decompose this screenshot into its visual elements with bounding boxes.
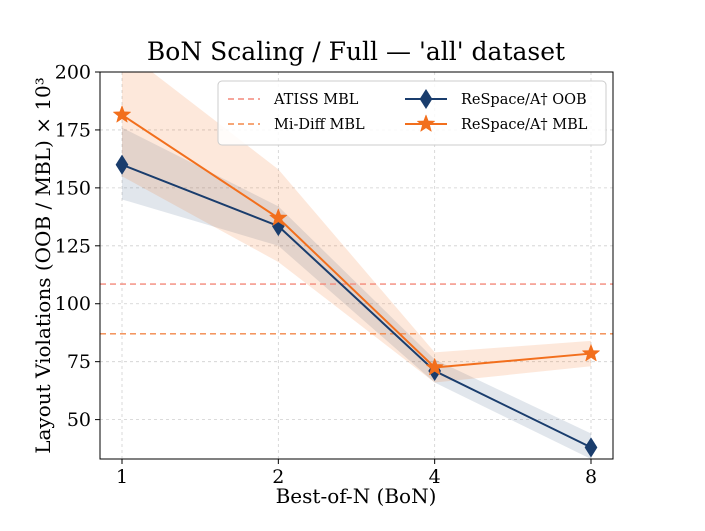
chart-title: BoN Scaling / Full — 'all' dataset — [147, 37, 565, 66]
data-point-mbl — [269, 208, 288, 226]
legend-label: Mi-Diff MBL — [274, 117, 365, 133]
confidence-band-mbl — [122, 72, 591, 383]
y-tick-label: 150 — [55, 177, 91, 199]
x-tick-label: 1 — [116, 466, 128, 488]
series-markers — [113, 105, 600, 458]
y-tick-label: 75 — [67, 351, 91, 373]
data-point-oob — [115, 154, 129, 175]
y-axis-label: Layout Violations (OOB / MBL) × 10³ — [31, 77, 55, 454]
series-lines — [121, 114, 592, 449]
plot-frame — [99, 71, 614, 460]
legend-label: ReSpace/A† OOB — [461, 92, 587, 108]
x-tick-label: 4 — [429, 466, 441, 488]
data-point-oob — [584, 437, 598, 458]
legend-label: ATISS MBL — [273, 92, 359, 108]
y-tick-label: 100 — [55, 293, 91, 315]
data-point-mbl — [425, 358, 444, 376]
series-line-oob — [121, 163, 592, 449]
y-tick-label: 125 — [55, 235, 91, 257]
legend-box — [217, 80, 607, 146]
y-tick-label: 200 — [55, 62, 91, 84]
x-tick-label: 2 — [272, 466, 284, 488]
series-line-mbl — [121, 114, 592, 369]
baseline-lines — [100, 283, 613, 335]
x-tick-label: 8 — [585, 466, 597, 488]
x-axis-ticks: 1 2 4 8 — [116, 459, 597, 488]
y-axis-ticks: 50 75 100 125 150 175 200 — [55, 62, 100, 431]
x-axis-label: Best-of-N (BoN) — [276, 484, 437, 508]
y-tick-label: 50 — [67, 409, 91, 431]
legend-label: ReSpace/A† MBL — [461, 117, 588, 133]
legend-marker — [417, 114, 435, 132]
y-tick-label: 175 — [55, 119, 91, 141]
data-point-mbl — [582, 344, 600, 362]
legend-marker — [419, 89, 433, 109]
data-point-mbl — [113, 105, 131, 123]
legend: ATISS MBL Mi-Diff MBL ReSpace/A† OOB ReSpac… — [217, 80, 607, 146]
